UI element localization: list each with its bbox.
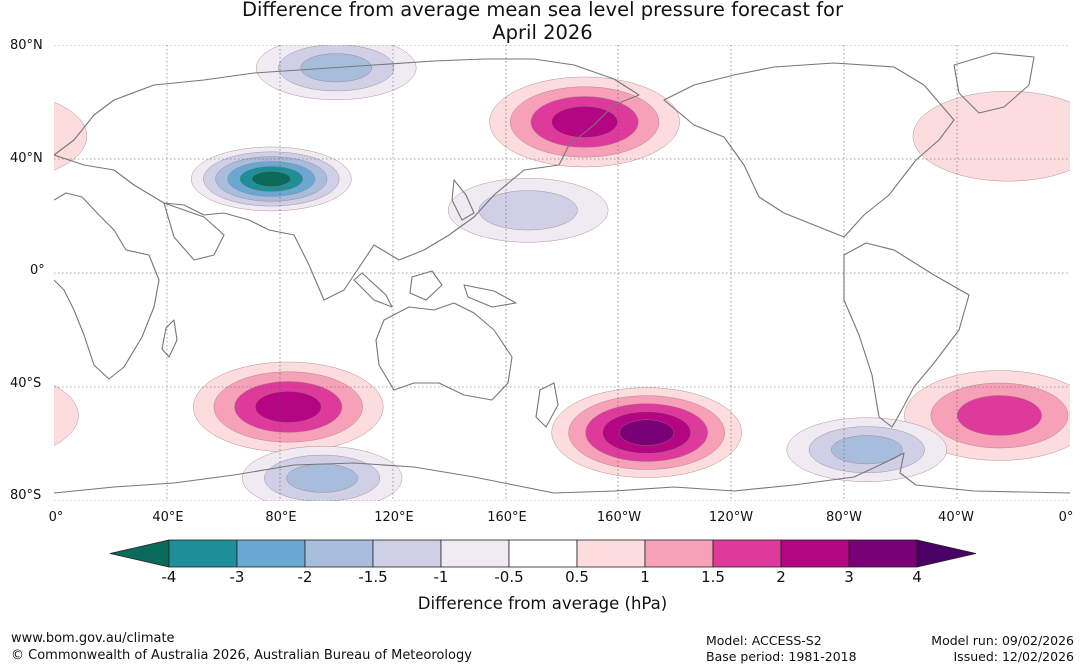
coastline-greenland bbox=[953, 52, 1035, 114]
coastline-antarctica bbox=[54, 452, 1070, 494]
colorbar-swatch-5 bbox=[440, 539, 510, 568]
lon-label-120w: 120°W bbox=[708, 510, 754, 525]
colorbar-tick-5: -1 bbox=[433, 568, 449, 586]
footer-base-period: Base period: 1981-2018 bbox=[706, 649, 857, 664]
anomaly-fields bbox=[54, 45, 1070, 501]
anomaly-southern-ocean-low-level-3 bbox=[286, 463, 358, 493]
lon-label-160e: 160°E bbox=[487, 510, 527, 525]
footer-issued: Issued: 12/02/2026 bbox=[953, 649, 1075, 664]
anomaly-tibet-low-level-6 bbox=[251, 170, 291, 187]
colorbar-swatch-11 bbox=[848, 539, 918, 568]
colorbar-tick-8: 1 bbox=[640, 568, 650, 586]
lat-label-0: 0° bbox=[30, 263, 45, 278]
coastline-new-zealand bbox=[535, 382, 559, 428]
colorbar-swatch-2 bbox=[236, 539, 306, 568]
colorbar-tick-1: -4 bbox=[161, 568, 177, 586]
anomaly-south-atlantic-high-level-3 bbox=[957, 395, 1042, 436]
coastline-sumatra bbox=[353, 272, 393, 308]
graticule bbox=[54, 45, 1070, 501]
anomaly-antarctic-peninsula-low-level-3 bbox=[831, 435, 903, 465]
coastline-new-guinea bbox=[463, 284, 517, 308]
coastline-borneo bbox=[409, 270, 443, 301]
colorbar-tick-4: -1.5 bbox=[358, 568, 388, 586]
coastline-eurasia bbox=[54, 58, 640, 301]
colorbar-swatch-9 bbox=[712, 539, 782, 568]
colorbar-extend-low bbox=[109, 539, 170, 568]
colorbar-swatch-10 bbox=[780, 539, 850, 568]
coastline-africa bbox=[54, 192, 160, 380]
lat-label-80s: 80°S bbox=[10, 488, 42, 503]
colorbar-tick-10: 2 bbox=[776, 568, 786, 586]
footer-copyright: © Commonwealth of Australia 2026, Austra… bbox=[11, 648, 472, 663]
coastline-madagascar bbox=[161, 319, 178, 358]
colorbar-swatch-6 bbox=[508, 539, 578, 568]
lon-label-0-left: 0° bbox=[48, 510, 64, 525]
colorbar-swatch-1 bbox=[168, 539, 238, 568]
lon-label-40e: 40°E bbox=[152, 510, 184, 525]
colorbar-tick-9: 1.5 bbox=[701, 568, 725, 586]
lon-label-80w: 80°W bbox=[826, 510, 862, 525]
colorbar-swatch-8 bbox=[644, 539, 714, 568]
anomaly-map bbox=[54, 45, 1070, 501]
footer-url[interactable]: www.bom.gov.au/climate bbox=[11, 631, 175, 646]
coastline-arabia bbox=[163, 202, 225, 261]
lon-label-40w: 40°W bbox=[938, 510, 974, 525]
colorbar-swatch-3 bbox=[304, 539, 374, 568]
anomaly-south-indian-high-level-4 bbox=[255, 391, 322, 423]
colorbar-tick-3: -2 bbox=[297, 568, 313, 586]
title-line-2: April 2026 bbox=[492, 21, 593, 44]
lon-label-160w: 160°W bbox=[596, 510, 642, 525]
chart-title: Difference from average mean sea level p… bbox=[0, 0, 1085, 44]
footer-model: Model: ACCESS-S2 bbox=[706, 633, 822, 648]
colorbar-tick-2: -3 bbox=[229, 568, 245, 586]
coastline-north-america bbox=[663, 62, 955, 238]
lon-label-120e: 120°E bbox=[374, 510, 414, 525]
title-line-1: Difference from average mean sea level p… bbox=[242, 0, 843, 21]
anomaly-south-pacific-high-level-5 bbox=[619, 419, 675, 446]
lon-label-80e: 80°E bbox=[265, 510, 297, 525]
colorbar-swatch-4 bbox=[372, 539, 442, 568]
colorbar-swatch-7 bbox=[576, 539, 646, 568]
colorbar-extend-high bbox=[916, 539, 977, 568]
anomaly-north-pacific-high-level-4 bbox=[551, 106, 618, 138]
colorbar-tick-6: -0.5 bbox=[494, 568, 524, 586]
anomaly-north-atlantic-high-level-1-wrap bbox=[54, 101, 88, 171]
lat-label-40s: 40°S bbox=[10, 376, 42, 391]
colorbar-tick-12: 4 bbox=[912, 568, 922, 586]
coastline-japan bbox=[451, 179, 475, 221]
colorbar-title: Difference from average (hPa) bbox=[417, 594, 668, 613]
lon-label-0-right: 0° bbox=[1058, 510, 1074, 525]
lat-label-80n: 80°N bbox=[10, 38, 43, 53]
colorbar-tick-11: 3 bbox=[844, 568, 854, 586]
anomaly-north-atlantic-high-level-1 bbox=[912, 91, 1070, 182]
anomaly-south-atlantic-high-level-1-wrap bbox=[54, 385, 79, 446]
lat-label-40n: 40°N bbox=[10, 151, 43, 166]
anomaly-west-pacific-low-level-2 bbox=[478, 190, 578, 231]
colorbar-tick-7: 0.5 bbox=[565, 568, 589, 586]
footer-model-run: Model run: 09/02/2026 bbox=[931, 633, 1074, 648]
coastline-australia bbox=[375, 302, 513, 401]
